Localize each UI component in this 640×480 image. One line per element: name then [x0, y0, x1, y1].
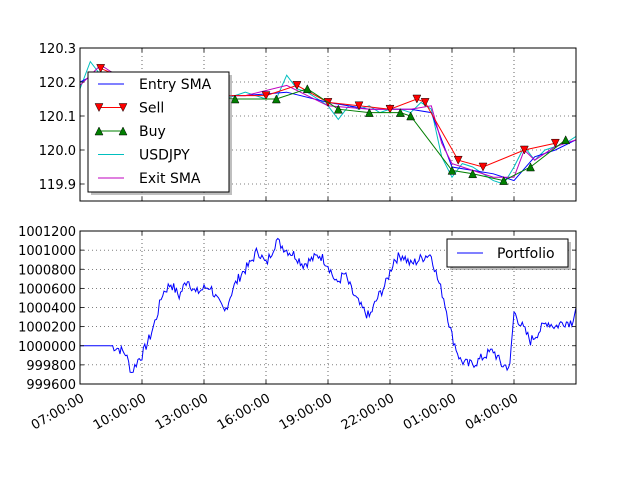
y-tick-label: 1000800 — [18, 263, 76, 278]
buy-marker-icon — [94, 126, 104, 136]
sell-marker-icon — [96, 64, 106, 73]
buy-marker-icon — [118, 126, 128, 136]
x-tick-label: 04:00:00 — [463, 391, 521, 433]
legend-label: Exit SMA — [139, 171, 201, 187]
sell-marker-icon — [261, 91, 271, 101]
buy-marker-icon — [230, 94, 240, 104]
buy-marker-icon — [526, 162, 535, 172]
y-tick-label: 1000000 — [18, 340, 76, 355]
sell-marker-icon — [453, 155, 463, 165]
x-tick-label: 19:00:00 — [277, 391, 335, 433]
legend-label: USDJPY — [139, 148, 190, 164]
price-axes: 119.9 120.0 120.1 120.2 120.3 Entry SMA Sell B… — [39, 42, 577, 202]
portfolio-y-ticks: 999600 999800 1000000 1000200 1000400 1000600… — [18, 225, 576, 393]
x-tick-label: 22:00:00 — [339, 391, 397, 433]
sell-marker-icon — [550, 138, 560, 148]
y-tick-label: 1000400 — [18, 302, 76, 317]
legend-label: Entry SMA — [139, 77, 212, 93]
y-tick-label: 120.3 — [39, 42, 76, 57]
buy-marker-icon — [364, 108, 374, 117]
portfolio-axes: 999600 999800 1000000 1000200 1000400 1000600… — [18, 225, 577, 433]
sell-marker-icon — [478, 162, 488, 172]
buy-marker-icon — [406, 111, 416, 121]
legend-item-buy: Buy — [94, 124, 166, 140]
x-tick-label: 01:00:00 — [401, 391, 459, 433]
y-tick-label: 1000600 — [18, 282, 76, 297]
buy-marker-icon — [395, 108, 405, 117]
x-tick-label: 16:00:00 — [215, 391, 273, 433]
y-tick-label: 119.9 — [39, 178, 76, 193]
y-tick-label: 999800 — [26, 359, 76, 374]
buy-marker-icon — [499, 176, 509, 185]
legend-label: Buy — [139, 124, 166, 140]
legend-item-portfolio: Portfolio — [457, 246, 555, 262]
portfolio-grid — [80, 231, 576, 384]
y-tick-label: 120.1 — [39, 110, 76, 125]
x-tick-label: 13:00:00 — [153, 391, 211, 433]
y-tick-label: 120.0 — [39, 144, 76, 159]
buy-marker-icon — [333, 104, 343, 114]
legend-item-entry-sma: Entry SMA — [98, 77, 212, 93]
portfolio-line — [80, 237, 576, 374]
sell-marker-icon — [354, 101, 364, 111]
buy-marker-icon — [302, 84, 312, 94]
buy-marker-icon — [271, 94, 281, 104]
y-tick-label: 1001000 — [18, 244, 76, 259]
sell-marker-icon — [292, 81, 302, 90]
x-tick-label: 07:00:00 — [29, 391, 87, 433]
sell-marker-icon — [385, 104, 395, 114]
sell-marker-icon — [420, 98, 430, 107]
y-tick-label: 1000200 — [18, 321, 76, 336]
sell-marker-icon — [519, 145, 529, 155]
sell-marker-icon — [412, 94, 422, 104]
buy-marker-icon — [447, 165, 457, 175]
buy-marker-icon — [468, 169, 478, 179]
legend-item-exit-sma: Exit SMA — [98, 171, 201, 187]
price-legend: Entry SMA Sell Buy USDJPY Exit SMA — [87, 71, 232, 195]
legend-label: Sell — [139, 101, 164, 117]
price-y-ticks: 119.9 120.0 120.1 120.2 120.3 — [39, 42, 576, 193]
y-tick-label: 120.2 — [39, 76, 76, 91]
portfolio-legend: Portfolio — [446, 238, 571, 270]
y-tick-label: 999600 — [26, 378, 76, 393]
legend-item-usdjpy: USDJPY — [98, 148, 190, 164]
buy-marker-icon — [561, 135, 571, 145]
sell-marker-icon — [118, 103, 128, 113]
price-x-ticks — [79, 48, 515, 201]
sell-marker-icon — [94, 103, 104, 113]
portfolio-series — [80, 237, 576, 374]
legend-item-sell: Sell — [94, 101, 164, 117]
legend-label: Portfolio — [497, 246, 555, 262]
x-tick-label: 10:00:00 — [91, 391, 149, 433]
y-tick-label: 1001200 — [18, 225, 76, 240]
